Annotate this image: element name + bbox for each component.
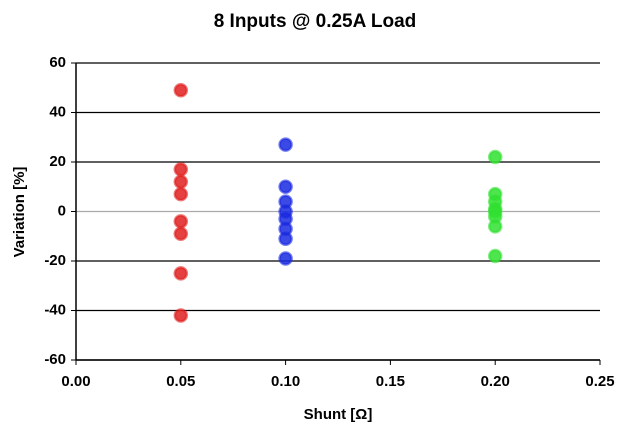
point [487,219,503,234]
x-tick-label: 0.20 [481,373,510,390]
x-tick-label: 0.05 [166,373,195,390]
point [278,231,293,246]
y-tick-label: -60 [44,351,66,368]
y-tick-label: -20 [44,252,66,269]
point [173,82,189,98]
point [278,179,293,194]
x-tick-label: 0.15 [376,373,405,390]
point [173,186,189,202]
point [173,162,189,177]
point [173,214,189,229]
y-tick-label: 0 [58,202,66,219]
point [173,308,189,323]
point [173,266,189,281]
x-axis-label: Shunt [Ω] [304,406,373,423]
chart-title: 8 Inputs @ 0.25A Load [214,11,417,32]
x-tick-label: 0.10 [271,373,300,390]
point [278,137,293,152]
x-tick-label: 0.00 [61,373,90,390]
x-tick-label: 0.25 [585,373,614,390]
y-tick-label: -40 [44,301,66,318]
point [487,149,503,165]
point [173,226,189,242]
y-tick-label: 40 [49,103,66,120]
point [487,248,503,264]
y-tick-label: 60 [49,54,66,71]
point [173,174,189,190]
point [278,251,293,266]
y-axis-label: Variation [%] [11,167,28,258]
y-tick-label: 20 [49,153,66,170]
